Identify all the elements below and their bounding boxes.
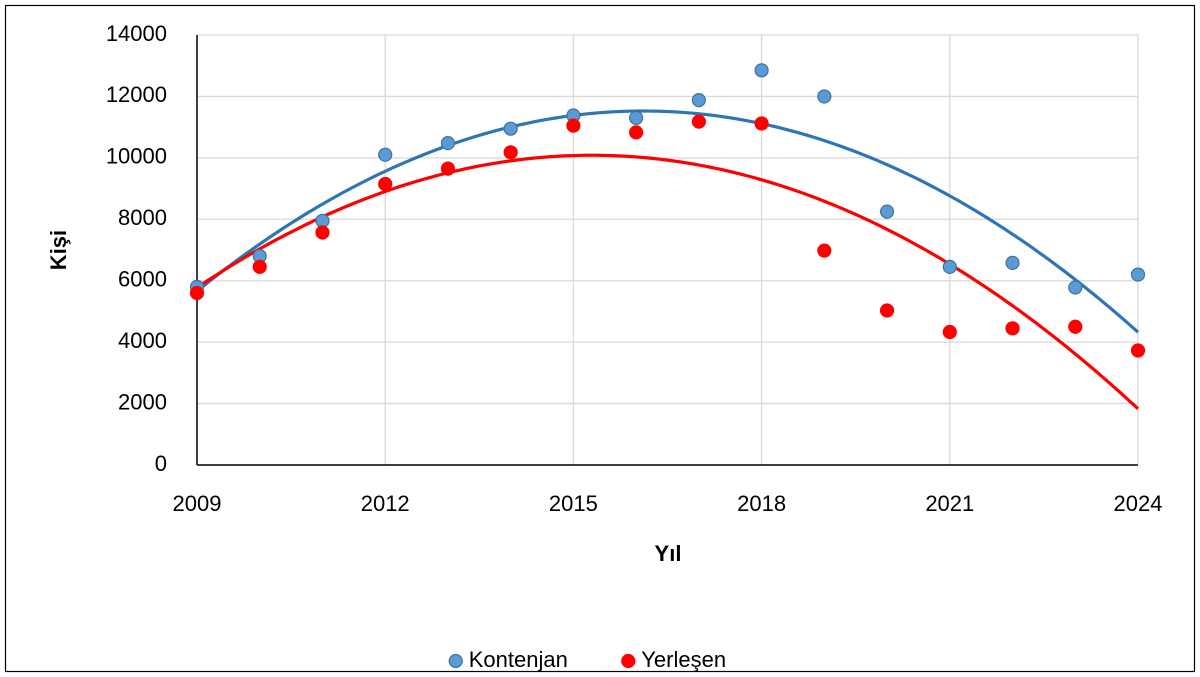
- x-tick-label: 2015: [549, 491, 598, 516]
- point: [378, 147, 393, 162]
- legend-label: Kontenjan: [469, 647, 568, 672]
- point: [629, 110, 644, 126]
- point: [691, 114, 706, 129]
- trendline: [196, 153, 1140, 410]
- point: [189, 285, 205, 301]
- point: [1068, 280, 1083, 295]
- legend-marker: [448, 653, 463, 669]
- y-tick-label: 12000: [106, 82, 167, 107]
- y-tick-label: 2000: [118, 389, 167, 414]
- point: [315, 225, 330, 240]
- point: [1130, 267, 1146, 282]
- x-tick-label: 2009: [173, 491, 222, 516]
- trendline: [195, 109, 1140, 334]
- y-tick-label: 4000: [118, 328, 167, 353]
- x-tick-label: 2018: [737, 491, 786, 516]
- legend-label: Yerleşen: [641, 647, 726, 672]
- point: [566, 118, 581, 133]
- point: [315, 213, 330, 228]
- point: [503, 121, 518, 136]
- point: [754, 116, 769, 131]
- y-tick-label: 14000: [106, 21, 167, 46]
- point: [691, 93, 706, 108]
- point: [817, 89, 832, 104]
- point: [252, 259, 267, 274]
- point: [879, 204, 895, 219]
- point: [879, 303, 895, 318]
- point: [942, 324, 957, 340]
- x-tick-label: 2024: [1114, 491, 1163, 516]
- point: [1005, 255, 1020, 270]
- y-tick-label: 6000: [118, 267, 167, 292]
- point: [942, 259, 957, 274]
- y-axis-title: Kişi: [46, 230, 71, 270]
- y-tick-label: 0: [155, 451, 167, 476]
- point: [1130, 343, 1146, 358]
- point: [503, 145, 518, 160]
- legend-marker: [621, 653, 636, 669]
- y-tick-label: 8000: [118, 205, 167, 230]
- point: [378, 176, 393, 192]
- point: [1068, 319, 1083, 334]
- point: [817, 243, 832, 258]
- point: [754, 63, 769, 78]
- y-tick-label: 10000: [106, 144, 167, 169]
- x-axis-title: Yıl: [655, 541, 682, 566]
- chart-border: [4, 4, 1196, 673]
- point: [440, 161, 456, 176]
- point: [629, 125, 644, 140]
- point: [1005, 321, 1020, 336]
- x-tick-label: 2021: [925, 491, 974, 516]
- point: [440, 136, 456, 151]
- x-tick-label: 2012: [361, 491, 410, 516]
